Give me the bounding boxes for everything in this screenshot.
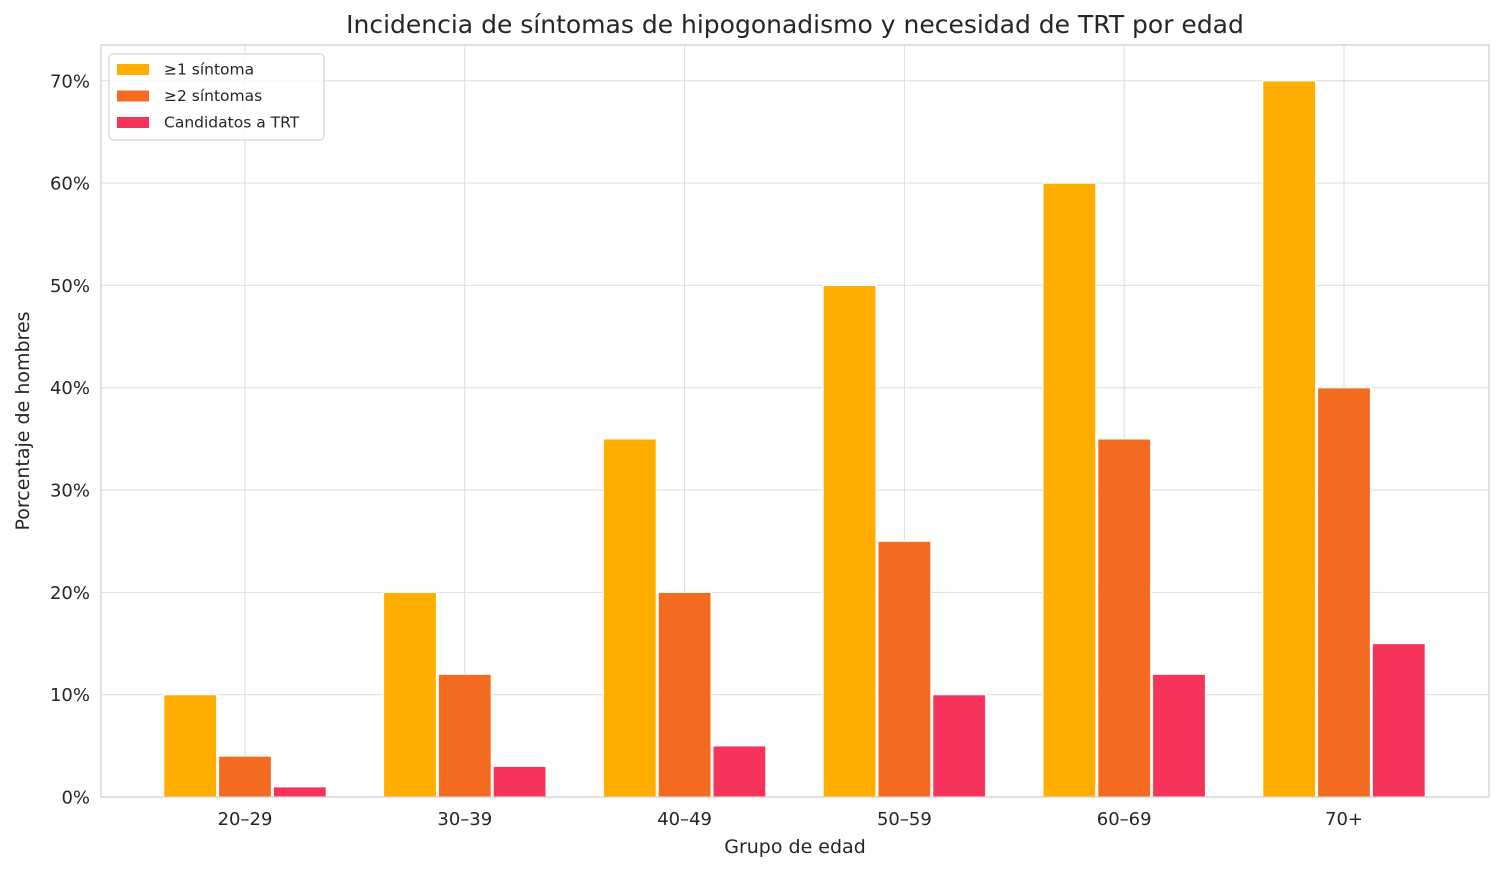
bar-series-1-5	[1042, 182, 1097, 798]
bar-series-2-4	[877, 540, 932, 798]
bar-series-1-2	[382, 591, 438, 798]
y-tick-label: 70%	[50, 71, 90, 92]
x-tick-label: 60–69	[1097, 809, 1152, 830]
y-tick-label: 10%	[50, 685, 90, 706]
legend-label-1: ≥1 síntoma	[164, 61, 254, 79]
legend-swatch-3	[117, 117, 149, 128]
legend-items: ≥1 síntoma ≥2 síntomas Candidatos a TRT	[117, 61, 300, 132]
bar-series-2-6	[1316, 387, 1372, 798]
bars	[163, 80, 1426, 798]
y-tick-label: 0%	[61, 788, 90, 809]
bar-series-1-6	[1262, 80, 1317, 798]
bar-series-3-2	[492, 765, 547, 798]
plot-frame	[100, 44, 1490, 798]
legend-swatch-2	[117, 90, 149, 102]
x-tick-label: 20–29	[218, 809, 273, 830]
y-tick-label: 30%	[50, 481, 90, 502]
bar-series-1-3	[602, 438, 657, 798]
bar-series-3-3	[712, 745, 767, 798]
legend: ≥1 síntoma ≥2 síntomas Candidatos a TRT	[108, 53, 325, 141]
bar-series-2-2	[437, 673, 492, 798]
x-tick-label: 30–39	[437, 809, 492, 830]
bar-series-3-4	[932, 694, 987, 798]
x-axis-label: Grupo de edad	[724, 836, 866, 858]
bar-series-2-1	[217, 755, 273, 798]
tick-labels: 0% 10% 20% 30% 40% 50% 60% 70% 20–29 30–39 40–49 50…	[50, 71, 1363, 830]
bar-series-3-6	[1371, 642, 1426, 798]
bar-series-3-1	[272, 786, 327, 798]
y-tick-label: 40%	[50, 378, 90, 399]
bar-series-2-5	[1097, 438, 1152, 798]
bar-series-1-4	[822, 284, 877, 798]
legend-swatch-1	[117, 64, 149, 75]
legend-label-2: ≥2 síntomas	[164, 87, 262, 105]
chart-title: Incidencia de síntomas de hipogonadismo …	[346, 10, 1244, 39]
x-tick-label: 40–49	[657, 809, 712, 830]
x-tick-label: 70+	[1325, 809, 1363, 830]
bar-series-3-5	[1151, 673, 1207, 798]
y-axis-label: Porcentaje de hombres	[12, 311, 34, 530]
bar-series-2-3	[657, 591, 712, 798]
y-tick-label: 60%	[50, 174, 90, 195]
y-tick-label: 50%	[50, 276, 90, 297]
legend-label-3: Candidatos a TRT	[164, 114, 300, 132]
bar-series-1-1	[163, 694, 218, 798]
legend-box	[108, 53, 325, 141]
x-tick-label: 50–59	[877, 809, 932, 830]
y-tick-label: 20%	[50, 583, 90, 604]
